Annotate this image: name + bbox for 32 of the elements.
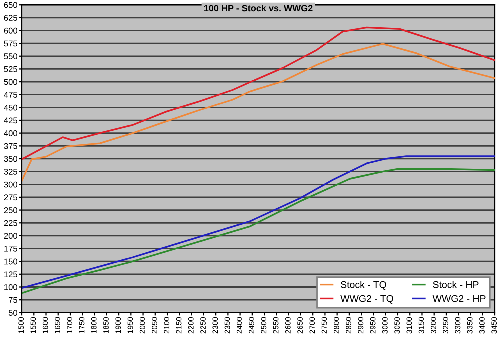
y-tick-label: 600 (4, 28, 18, 34)
y-tick-label: 100 (4, 284, 18, 290)
y-tick-label: 325 (4, 169, 18, 175)
line-series (22, 43, 495, 182)
y-tick-label: 625 (4, 15, 18, 22)
y-tick-label: 50 (8, 310, 18, 316)
y-tick-label: 200 (4, 233, 18, 240)
y-tick-label: 375 (4, 143, 18, 150)
legend-label: Stock - HP (433, 281, 479, 288)
y-tick-label: 125 (4, 272, 18, 278)
y-tick-label: 525 (4, 66, 18, 72)
legend-label: Stock - TQ (341, 281, 386, 290)
y-tick-label: 450 (4, 104, 18, 111)
y-tick-label: 500 (4, 79, 18, 86)
y-tick-label: 300 (4, 182, 18, 188)
y-tick-label: 175 (4, 246, 18, 252)
y-tick-label: 575 (4, 40, 18, 47)
line-series (22, 26, 495, 160)
chart-title: 100 HP - Stock vs. WWG2 (204, 4, 313, 12)
legend-label: WWG2 - TQ (340, 295, 394, 304)
y-tick-label: 650 (4, 2, 18, 8)
y-tick-label: 400 (4, 130, 18, 136)
y-tick-label: 250 (4, 207, 18, 214)
y-tick-label: 475 (4, 92, 18, 98)
y-tick-label: 225 (4, 220, 18, 226)
y-tick-label: 425 (4, 118, 18, 124)
y-tick-label: 275 (4, 194, 18, 201)
y-tick-label: 350 (4, 156, 18, 162)
y-tick-label: 150 (4, 258, 18, 265)
legend-label: WWG2 - HP (432, 295, 486, 302)
y-tick-label: 550 (4, 54, 18, 60)
y-tick-label: 75 (8, 297, 18, 304)
